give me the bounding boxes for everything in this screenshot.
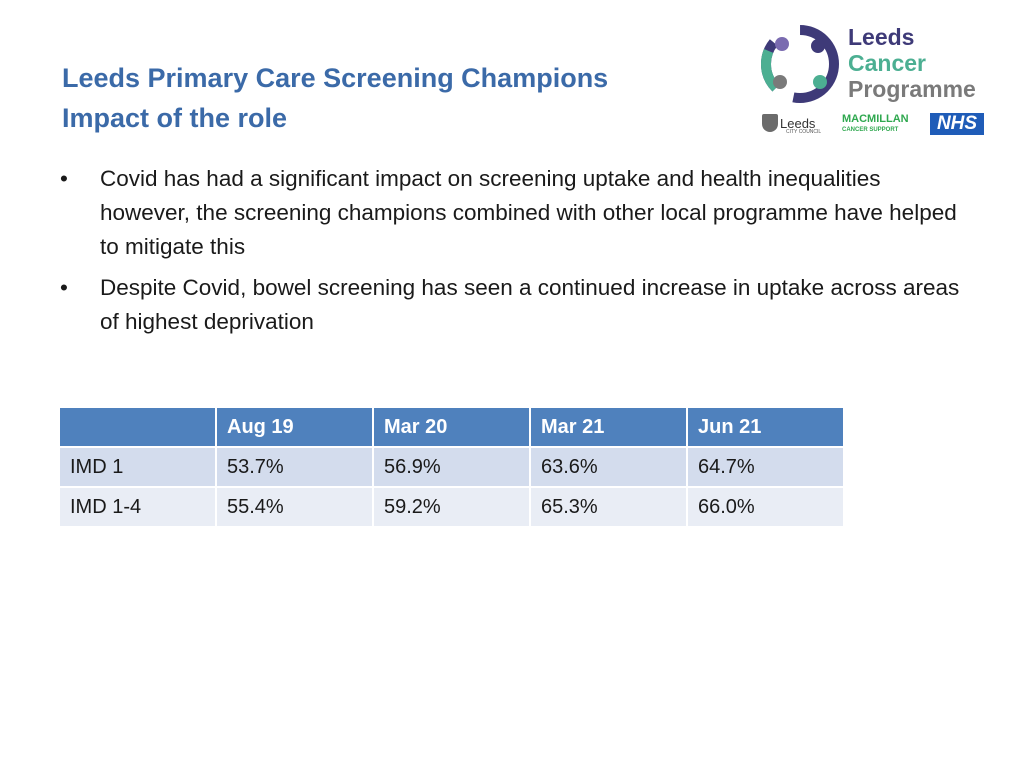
macmillan-logo: MACMILLAN CANCER SUPPORT xyxy=(842,114,909,135)
bullet-text: Covid has had a significant impact on sc… xyxy=(100,166,957,259)
leeds-city-council-logo: Leeds CITY COUNCIL xyxy=(762,114,821,135)
slide-title-line-2: Impact of the role xyxy=(62,103,288,133)
bullet-text: Despite Covid, bowel screening has seen … xyxy=(100,275,960,334)
bullet-item: • Covid has had a significant impact on … xyxy=(60,162,960,264)
logo-wordmark: Leeds Cancer Programme xyxy=(848,24,976,102)
council-crest-icon xyxy=(762,114,778,132)
bullet-list: • Covid has had a significant impact on … xyxy=(60,162,960,346)
macmillan-subtitle: CANCER SUPPORT xyxy=(842,127,899,133)
slide-title: Leeds Primary Care Screening Champions I… xyxy=(62,58,608,138)
table-header-row: Aug 19 Mar 20 Mar 21 Jun 21 xyxy=(60,408,843,446)
table-header-cell: Jun 21 xyxy=(688,408,843,446)
table-row: IMD 1-4 55.4% 59.2% 65.3% 66.0% xyxy=(60,488,843,526)
table-cell: 64.7% xyxy=(688,448,843,486)
table-cell: 55.4% xyxy=(217,488,372,526)
table-header-cell: Mar 20 xyxy=(374,408,529,446)
table-cell: 63.6% xyxy=(531,448,686,486)
table-cell: 56.9% xyxy=(374,448,529,486)
table-cell: 66.0% xyxy=(688,488,843,526)
table-row: IMD 1 53.7% 56.9% 63.6% 64.7% xyxy=(60,448,843,486)
people-circle-icon xyxy=(761,25,839,103)
table-cell: 59.2% xyxy=(374,488,529,526)
council-name: Leeds xyxy=(780,115,816,131)
table-row-label: IMD 1 xyxy=(60,448,215,486)
macmillan-name: MACMILLAN xyxy=(842,113,909,125)
table-row-label: IMD 1-4 xyxy=(60,488,215,526)
nhs-logo: NHS xyxy=(930,113,984,135)
bullet-item: • Despite Covid, bowel screening has see… xyxy=(60,271,960,339)
logo-line-1: Leeds xyxy=(848,24,915,50)
uptake-table: Aug 19 Mar 20 Mar 21 Jun 21 IMD 1 53.7% … xyxy=(58,406,845,528)
table-header-cell: Mar 21 xyxy=(531,408,686,446)
logo-line-3: Programme xyxy=(848,76,976,102)
leeds-cancer-programme-logo: Leeds Cancer Programme Leeds CITY COUNCI… xyxy=(760,22,1000,140)
partner-logos: Leeds CITY COUNCIL MACMILLAN CANCER SUPP… xyxy=(760,112,990,138)
table-header-cell: Aug 19 xyxy=(217,408,372,446)
table-header-cell xyxy=(60,408,215,446)
bullet-marker: • xyxy=(60,166,68,191)
bullet-marker: • xyxy=(60,275,68,300)
logo-line-2: Cancer xyxy=(848,50,926,76)
slide-title-line-1: Leeds Primary Care Screening Champions xyxy=(62,63,609,93)
table-cell: 53.7% xyxy=(217,448,372,486)
council-subtitle: CITY COUNCIL xyxy=(786,129,822,135)
table-cell: 65.3% xyxy=(531,488,686,526)
